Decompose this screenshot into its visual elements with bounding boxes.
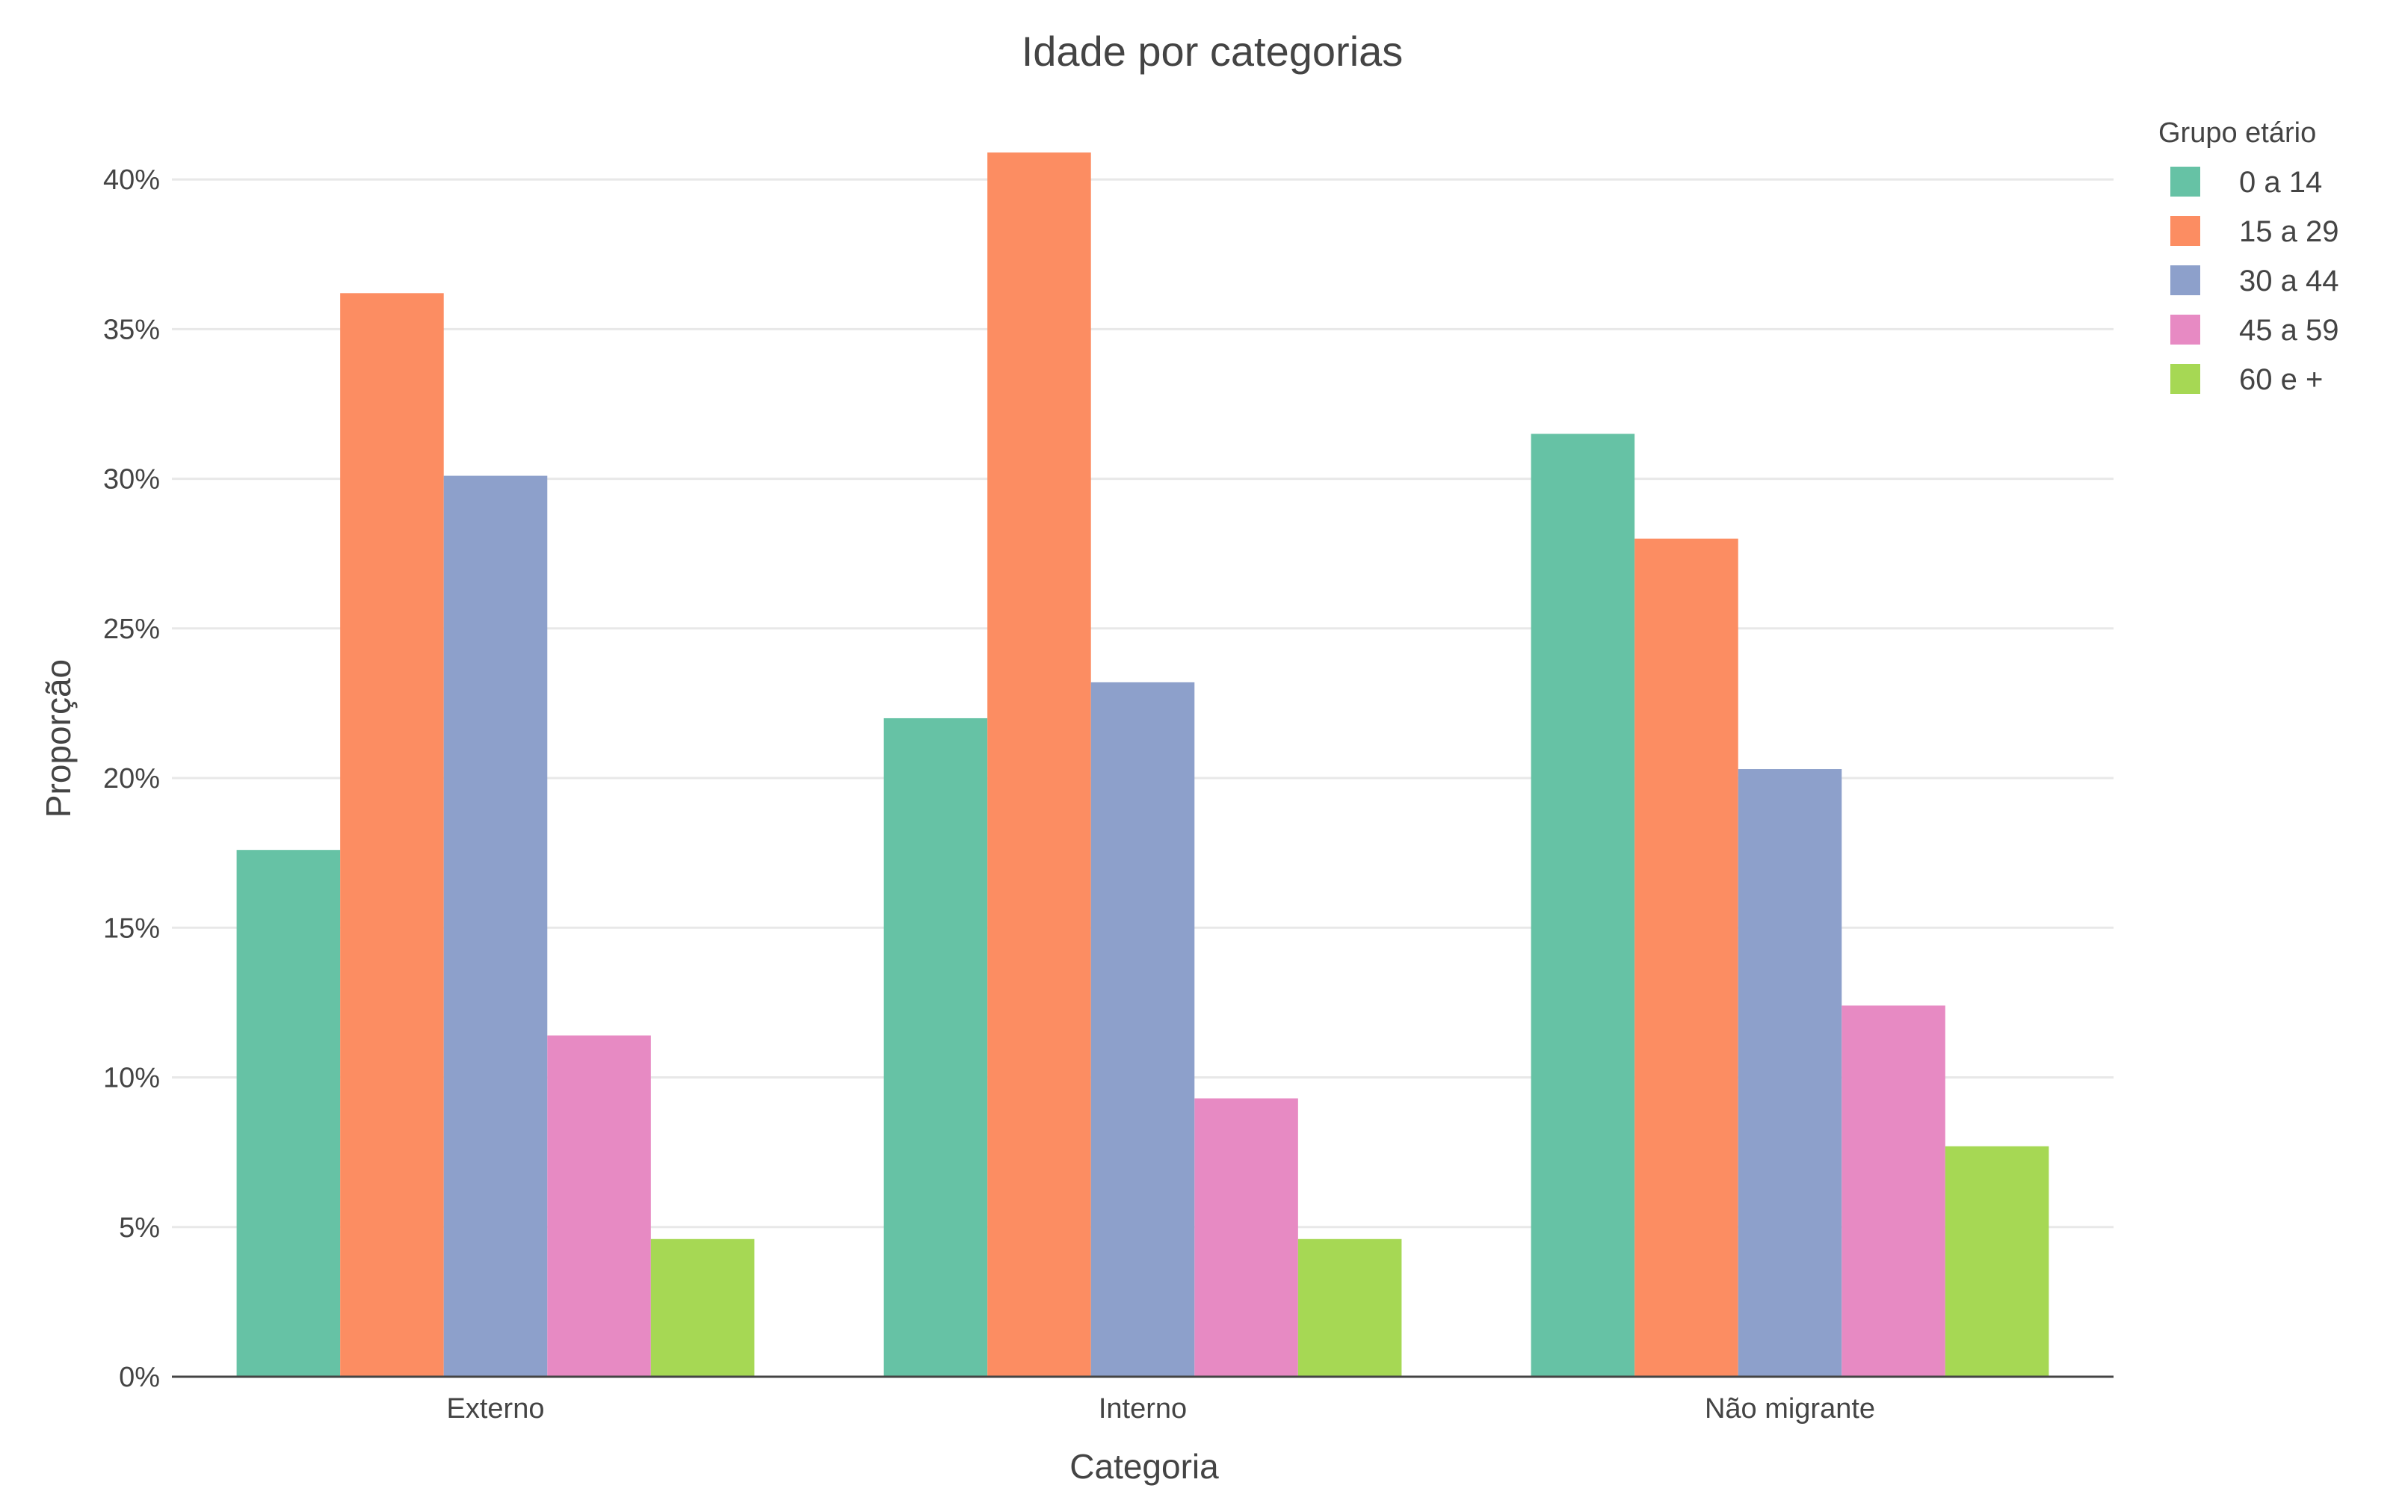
legend-swatch [2170,216,2200,246]
x-tick-label: Externo [447,1393,545,1425]
chart-title: Idade por categorias [1022,28,1404,75]
legend-label[interactable]: 45 a 59 [2239,314,2338,347]
bar [1738,769,1842,1377]
y-axis-title: Proporção [39,659,78,818]
legend-label[interactable]: 15 a 29 [2239,215,2338,248]
y-tick-label: 35% [103,314,160,345]
legend-label[interactable]: 30 a 44 [2239,265,2338,297]
legend-swatch [2170,167,2200,197]
y-tick-label: 20% [103,763,160,794]
bar [1634,538,1738,1377]
bar [650,1238,755,1377]
legend: Grupo etário 0 a 14 15 a 29 30 a 44 45 a 59… [2158,117,2338,396]
bar [883,718,988,1377]
bar [1297,1238,1402,1377]
legend-label[interactable]: 0 a 14 [2239,166,2322,199]
x-tick-label: Não migrante [1705,1393,1875,1425]
y-tick-label: 40% [103,164,160,196]
bar [1841,1005,1945,1377]
legend-label[interactable]: 60 e + [2239,363,2323,396]
legend-swatch [2170,265,2200,295]
bar [547,1035,651,1377]
legend-swatch [2170,315,2200,345]
bar [987,152,1091,1377]
legend-title: Grupo etário [2158,117,2316,149]
y-tick-label: 5% [119,1212,160,1244]
x-axis-title: Categoria [1069,1447,1219,1486]
legend-swatch [2170,364,2200,394]
y-tick-label: 10% [103,1063,160,1094]
y-tick-label: 0% [119,1362,160,1393]
bar [1945,1146,2049,1377]
y-tick-label: 30% [103,464,160,496]
bar [340,293,444,1377]
bar [1090,682,1195,1377]
bar [443,475,548,1377]
y-tick-label: 25% [103,614,160,645]
bar [1194,1098,1298,1377]
bars [236,152,2049,1377]
y-tick-label: 15% [103,913,160,944]
x-tick-label: Interno [1099,1393,1187,1425]
bar [1531,433,1635,1377]
bar [236,850,341,1377]
axes: 0% 5% 10% 15% 20% 25% 30% 35% 40% Externo Interno N… [103,164,2114,1425]
